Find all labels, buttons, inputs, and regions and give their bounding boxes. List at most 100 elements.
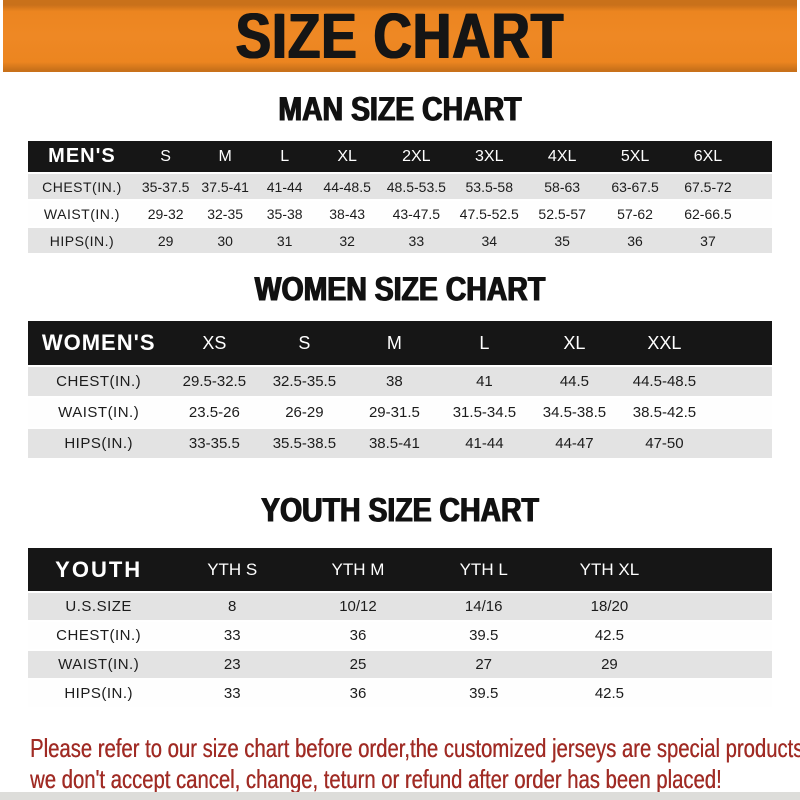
size-value: 38.5-41 <box>349 429 440 458</box>
size-column-header: YTH L <box>420 548 547 591</box>
size-value: 47-50 <box>619 429 710 458</box>
disclaimer-note: Please refer to our size chart before or… <box>30 733 800 795</box>
size-value: 36 <box>295 680 421 707</box>
size-value: 10/12 <box>295 593 421 620</box>
spacer-column <box>672 548 772 591</box>
size-value: 35-38 <box>254 201 315 226</box>
size-value: 39.5 <box>420 622 547 649</box>
size-value: 36 <box>295 622 421 649</box>
spacer-cell <box>744 201 772 226</box>
spacer-cell <box>672 651 772 678</box>
size-column-header: L <box>254 141 315 172</box>
size-value: 23 <box>169 651 296 678</box>
size-column-header: 3XL <box>452 141 526 172</box>
youth-corner-label: YOUTH <box>28 548 170 591</box>
size-value: 32 <box>314 228 380 253</box>
size-value: 53.5-58 <box>452 174 526 199</box>
youth-header-row: YOUTH YTH S YTH M YTH L YTH XL <box>28 548 772 591</box>
measurement-label: U.S.SIZE <box>28 593 170 620</box>
size-value: 42.5 <box>546 622 673 649</box>
size-column-header: S <box>259 321 350 365</box>
size-value: 38-43 <box>314 201 380 226</box>
size-column-header: 2XL <box>379 141 453 172</box>
size-value: 62-66.5 <box>671 201 745 226</box>
table-row-chest: CHEST(IN.) 33 36 39.5 42.5 <box>28 622 772 649</box>
measurement-label: WAIST(IN.) <box>28 201 136 226</box>
womens-header-row: WOMEN'S XS S M L XL XXL <box>28 321 772 365</box>
size-value: 52.5-57 <box>525 201 599 226</box>
size-value: 37.5-41 <box>195 174 255 199</box>
size-value: 33 <box>169 680 296 707</box>
disclaimer-line-2: we don't accept cancel, change, teturn o… <box>30 764 722 794</box>
size-column-header: 4XL <box>525 141 599 172</box>
spacer-cell <box>744 228 772 253</box>
table-row-waist: WAIST(IN.) 29-32 32-35 35-38 38-43 43-47… <box>28 201 772 226</box>
size-value: 35.5-38.5 <box>259 429 350 458</box>
man-section-heading: MAN SIZE CHART <box>278 91 522 129</box>
size-value: 14/16 <box>420 593 547 620</box>
spacer-column <box>709 321 772 365</box>
womens-size-table: WOMEN'S XS S M L XL XXL CHEST(IN.) 29.5-… <box>28 319 772 460</box>
size-column-header: XXL <box>619 321 710 365</box>
size-value: 44.5 <box>529 367 620 396</box>
size-column-header: S <box>135 141 196 172</box>
mens-corner-label: MEN'S <box>28 141 136 172</box>
size-column-header: YTH S <box>169 548 296 591</box>
spacer-cell <box>672 622 772 649</box>
size-column-header: M <box>195 141 255 172</box>
spacer-cell <box>709 398 772 427</box>
measurement-label: HIPS(IN.) <box>28 680 170 707</box>
table-row-hips: HIPS(IN.) 33 36 39.5 42.5 <box>28 680 772 707</box>
women-section-heading: WOMEN SIZE CHART <box>254 271 546 309</box>
spacer-column <box>744 141 772 172</box>
size-value: 44.5-48.5 <box>619 367 710 396</box>
size-value: 32.5-35.5 <box>259 367 350 396</box>
table-row-hips: HIPS(IN.) 33-35.5 35.5-38.5 38.5-41 41-4… <box>28 429 772 458</box>
size-value: 26-29 <box>259 398 350 427</box>
size-value: 25 <box>295 651 421 678</box>
size-value: 33 <box>379 228 453 253</box>
mens-size-table: MEN'S S M L XL 2XL 3XL 4XL 5XL 6XL CHEST… <box>28 139 772 255</box>
size-value: 30 <box>195 228 255 253</box>
table-row-chest: CHEST(IN.) 29.5-32.5 32.5-35.5 38 41 44.… <box>28 367 772 396</box>
size-value: 39.5 <box>420 680 547 707</box>
size-value: 67.5-72 <box>671 174 745 199</box>
size-value: 42.5 <box>546 680 673 707</box>
mens-header-row: MEN'S S M L XL 2XL 3XL 4XL 5XL 6XL <box>28 141 772 172</box>
size-value: 34.5-38.5 <box>529 398 620 427</box>
size-value: 43-47.5 <box>379 201 453 226</box>
banner-title: SIZE CHART <box>235 0 565 72</box>
measurement-label: CHEST(IN.) <box>28 622 170 649</box>
size-value: 47.5-52.5 <box>452 201 526 226</box>
bottom-edge-strip <box>0 792 800 800</box>
size-value: 29-31.5 <box>349 398 440 427</box>
size-value: 41-44 <box>254 174 315 199</box>
spacer-cell <box>744 174 772 199</box>
size-value: 41-44 <box>439 429 530 458</box>
size-column-header: XL <box>314 141 380 172</box>
size-value: 38.5-42.5 <box>619 398 710 427</box>
size-column-header: 5XL <box>598 141 672 172</box>
size-value: 44-47 <box>529 429 620 458</box>
youth-section-heading: YOUTH SIZE CHART <box>261 492 539 530</box>
size-value: 31.5-34.5 <box>439 398 530 427</box>
table-row-ussize: U.S.SIZE 8 10/12 14/16 18/20 <box>28 593 772 620</box>
measurement-label: WAIST(IN.) <box>28 651 170 678</box>
size-value: 18/20 <box>546 593 673 620</box>
spacer-cell <box>672 680 772 707</box>
size-chart-banner: SIZE CHART <box>3 0 797 72</box>
size-value: 41 <box>439 367 530 396</box>
size-value: 57-62 <box>598 201 672 226</box>
size-value: 37 <box>671 228 745 253</box>
size-value: 48.5-53.5 <box>379 174 453 199</box>
size-value: 27 <box>420 651 547 678</box>
size-value: 58-63 <box>525 174 599 199</box>
youth-size-table: YOUTH YTH S YTH M YTH L YTH XL U.S.SIZE … <box>28 546 772 709</box>
size-value: 33-35.5 <box>169 429 260 458</box>
size-column-header: M <box>349 321 440 365</box>
size-value: 32-35 <box>195 201 255 226</box>
size-column-header: XL <box>529 321 620 365</box>
measurement-label: CHEST(IN.) <box>28 367 170 396</box>
measurement-label: CHEST(IN.) <box>28 174 136 199</box>
size-value: 31 <box>254 228 315 253</box>
